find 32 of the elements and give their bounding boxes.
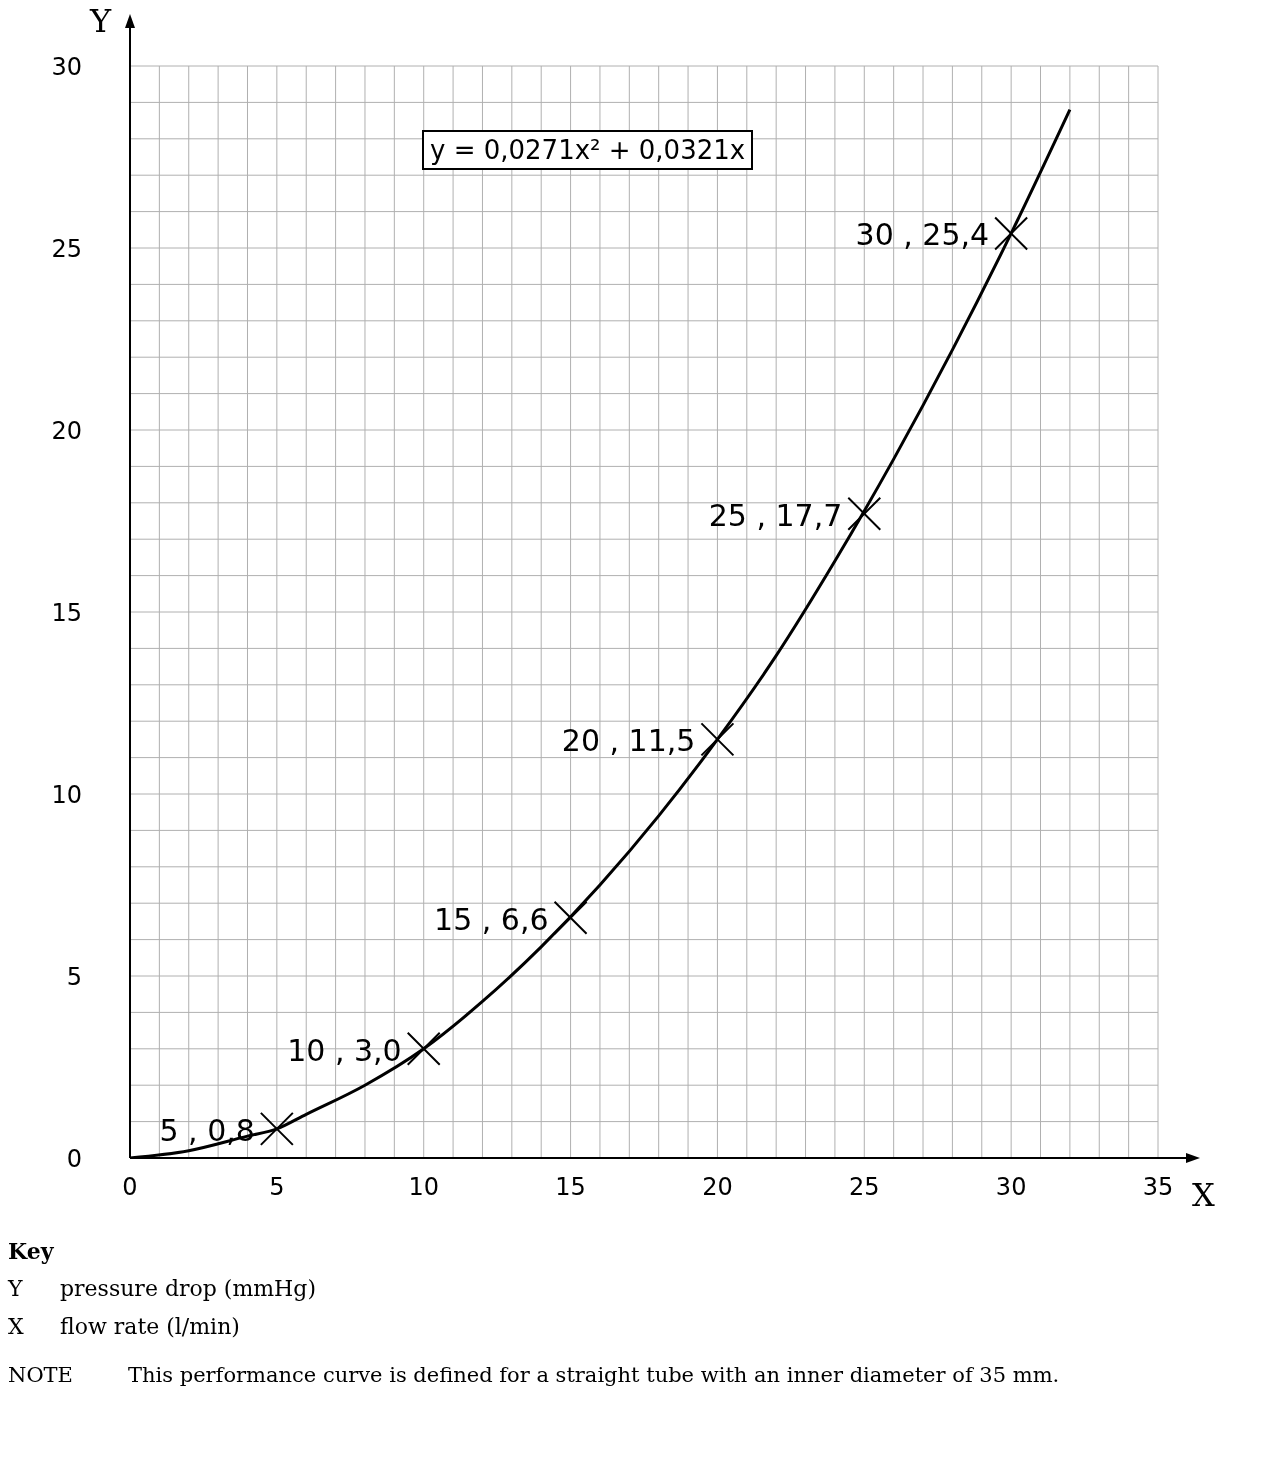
y-tick-label: 5 bbox=[66, 962, 82, 991]
data-label: 20 , 11,5 bbox=[561, 723, 696, 759]
x-axis-title: X bbox=[1192, 1176, 1215, 1214]
data-label: 30 , 25,4 bbox=[855, 217, 990, 253]
data-label: 25 , 17,7 bbox=[708, 497, 843, 533]
text: pressure drop (mmHg) bbox=[60, 1275, 316, 1303]
y-tick-label: 10 bbox=[51, 780, 82, 809]
data-label: 15 , 6,6 bbox=[434, 901, 549, 937]
y-tick-label: 30 bbox=[51, 52, 82, 81]
text: flow rate (l/min) bbox=[60, 1313, 240, 1341]
x-tick-label: 10 bbox=[408, 1173, 439, 1202]
x-tick-label: 25 bbox=[849, 1173, 880, 1202]
y-tick-label: 20 bbox=[51, 416, 82, 445]
x-tick-label: 35 bbox=[1142, 1173, 1174, 1202]
text: X bbox=[8, 1313, 25, 1341]
x-tick-label: 30 bbox=[995, 1173, 1027, 1202]
text: Y bbox=[8, 1275, 24, 1303]
x-tick-label: 15 bbox=[555, 1173, 586, 1202]
point bbox=[847, 496, 882, 531]
x-tick-label: 20 bbox=[702, 1173, 733, 1202]
y-tick-label: 0 bbox=[66, 1144, 82, 1173]
y-tick-label: 15 bbox=[51, 598, 82, 627]
text: NOTE bbox=[8, 1362, 74, 1389]
text: This performance curve is defined for a straight tube with an inner diameter of 35 mm. bbox=[128, 1362, 1060, 1389]
text: Key bbox=[8, 1237, 55, 1266]
x-tick-label: 0 bbox=[122, 1173, 138, 1202]
point bbox=[553, 900, 588, 935]
annotation: y = 0,0271x² + 0,0321x bbox=[422, 130, 754, 170]
y-tick-label: 25 bbox=[51, 234, 82, 263]
data-label: 10 , 3,0 bbox=[287, 1032, 402, 1068]
y-axis-title: Y bbox=[89, 2, 112, 40]
x-tick-label: 5 bbox=[269, 1173, 285, 1202]
